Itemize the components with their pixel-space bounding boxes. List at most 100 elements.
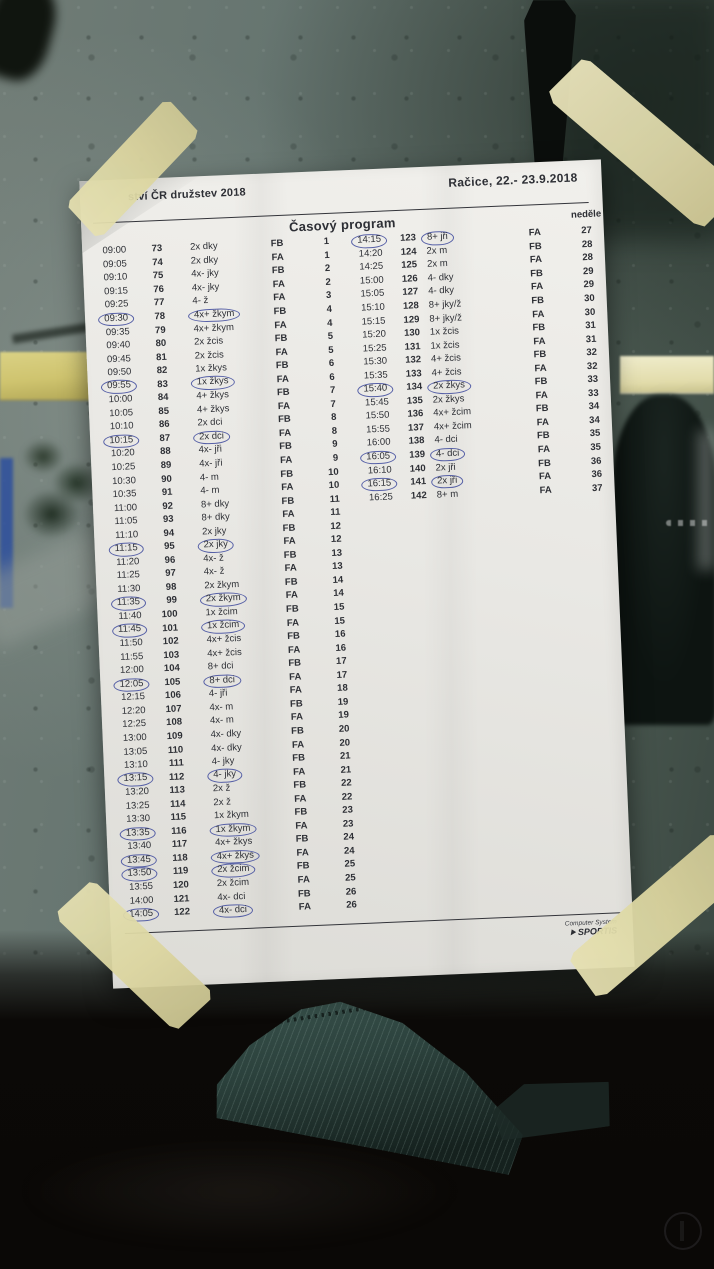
race-value: 17 bbox=[336, 669, 348, 681]
boat-value: 2x m bbox=[426, 258, 448, 271]
no-cell: 76 bbox=[128, 284, 164, 296]
phase-cell: FA bbox=[280, 792, 320, 805]
no-cell: 108 bbox=[146, 717, 182, 729]
race-value: 35 bbox=[589, 428, 601, 440]
phase-cell: FB bbox=[258, 265, 298, 278]
race-cell: 11 bbox=[308, 507, 340, 519]
boat-value: 2x jři bbox=[435, 461, 456, 474]
phase-cell: FA bbox=[264, 400, 304, 413]
no-cell: 78 bbox=[129, 311, 165, 323]
time-cell: 13:20 bbox=[113, 786, 149, 798]
phase-value: FB bbox=[275, 359, 289, 372]
time-value: 09:50 bbox=[107, 366, 132, 379]
phase-cell: FA bbox=[512, 227, 558, 240]
phase-cell: FA bbox=[284, 874, 324, 887]
time-cell: 16:15 bbox=[354, 477, 398, 493]
phase-value: FA bbox=[274, 319, 287, 331]
time-cell: 13:30 bbox=[114, 813, 150, 825]
no-value: 96 bbox=[164, 554, 176, 566]
no-cell: 140 bbox=[391, 463, 426, 475]
race-value: 21 bbox=[340, 764, 352, 776]
time-value: 13:25 bbox=[125, 799, 150, 812]
race-cell: 29 bbox=[559, 266, 594, 278]
race-value: 32 bbox=[586, 346, 598, 359]
no-cell: 93 bbox=[137, 514, 174, 526]
race-value: 19 bbox=[338, 709, 350, 722]
time-value: 16:00 bbox=[366, 436, 391, 449]
phase-value: FB bbox=[297, 887, 311, 900]
phase-value: FA bbox=[283, 535, 296, 548]
schedule-table-right: 14:15 123 8+ jři FA 27 14:20 124 2x m FB 28 14:25 1… bbox=[344, 224, 603, 505]
time-value: 10:00 bbox=[108, 393, 133, 406]
time-value: 09:00 bbox=[102, 244, 127, 257]
phase-value: FB bbox=[533, 349, 547, 361]
no-value: 89 bbox=[160, 459, 172, 472]
no-value: 99 bbox=[166, 595, 178, 607]
car-reflection-silhouette bbox=[612, 395, 714, 725]
time-cell: 15:35 bbox=[349, 369, 388, 382]
time-cell: 09:45 bbox=[95, 353, 131, 365]
no-cell: 84 bbox=[132, 392, 169, 404]
phase-cell: FB bbox=[277, 725, 317, 738]
race-value: 24 bbox=[343, 831, 355, 844]
no-value: 114 bbox=[169, 798, 186, 810]
time-cell: 11:10 bbox=[102, 529, 139, 541]
boat-value: 2x dky bbox=[189, 240, 218, 253]
time-value: 09:25 bbox=[104, 298, 129, 311]
race-value: 11 bbox=[329, 493, 341, 505]
no-value: 102 bbox=[162, 635, 179, 648]
race-cell: 13 bbox=[310, 547, 342, 559]
boat-value: 8+ dky bbox=[200, 497, 230, 511]
time-cell: 10:05 bbox=[97, 407, 133, 419]
time-cell: 11:45 bbox=[106, 623, 148, 639]
phase-cell: FA bbox=[514, 281, 560, 294]
phase-value: FB bbox=[292, 752, 306, 764]
race-cell: 27 bbox=[558, 225, 592, 237]
phase-value: FA bbox=[275, 346, 288, 358]
no-value: 106 bbox=[164, 689, 182, 702]
bush-reflection bbox=[18, 423, 102, 543]
phase-cell: FB bbox=[274, 657, 314, 670]
no-cell: 80 bbox=[130, 338, 166, 350]
time-cell: 15:30 bbox=[349, 356, 387, 369]
race-value: 26 bbox=[345, 885, 357, 898]
phase-value: FA bbox=[271, 251, 284, 264]
time-value: 13:00 bbox=[122, 731, 147, 744]
race-value: 3 bbox=[325, 290, 332, 302]
time-value: 14:25 bbox=[359, 260, 384, 273]
race-value: 10 bbox=[327, 466, 339, 478]
phase-cell: FB bbox=[519, 403, 565, 416]
race-value: 35 bbox=[590, 441, 602, 454]
phase-cell: FB bbox=[271, 576, 311, 589]
no-value: 91 bbox=[161, 486, 173, 499]
phase-value: FB bbox=[282, 522, 296, 534]
race-cell: 8 bbox=[305, 426, 337, 438]
time-value: 14:00 bbox=[129, 894, 154, 907]
phase-cell: FB bbox=[516, 321, 562, 334]
time-cell: 13:35 bbox=[114, 826, 156, 842]
time-value: 14:20 bbox=[358, 247, 383, 260]
phase-cell: FB bbox=[515, 294, 561, 307]
race-value: 26 bbox=[346, 899, 358, 911]
phase-cell: FA bbox=[279, 765, 319, 778]
phase-cell: FB bbox=[283, 860, 323, 873]
race-cell: 32 bbox=[563, 360, 598, 372]
race-cell: 13 bbox=[310, 561, 343, 573]
race-cell: 7 bbox=[304, 399, 336, 411]
time-value: 13:20 bbox=[124, 786, 150, 799]
phase-value: FA bbox=[285, 589, 299, 602]
time-value: 09:35 bbox=[105, 325, 130, 338]
phase-value: FA bbox=[288, 671, 302, 683]
phase-value: FA bbox=[531, 308, 545, 320]
time-value: 15:25 bbox=[362, 342, 387, 355]
phase-value: FB bbox=[532, 322, 546, 334]
race-value: 9 bbox=[332, 452, 339, 464]
race-value: 37 bbox=[591, 482, 603, 494]
race-value: 36 bbox=[590, 455, 602, 467]
no-cell: 124 bbox=[382, 246, 416, 258]
phase-cell: FA bbox=[267, 481, 307, 494]
dashboard-highlight bbox=[30, 1140, 550, 1269]
race-value: 21 bbox=[339, 750, 351, 762]
no-value: 110 bbox=[167, 743, 184, 756]
no-value: 105 bbox=[164, 676, 181, 688]
